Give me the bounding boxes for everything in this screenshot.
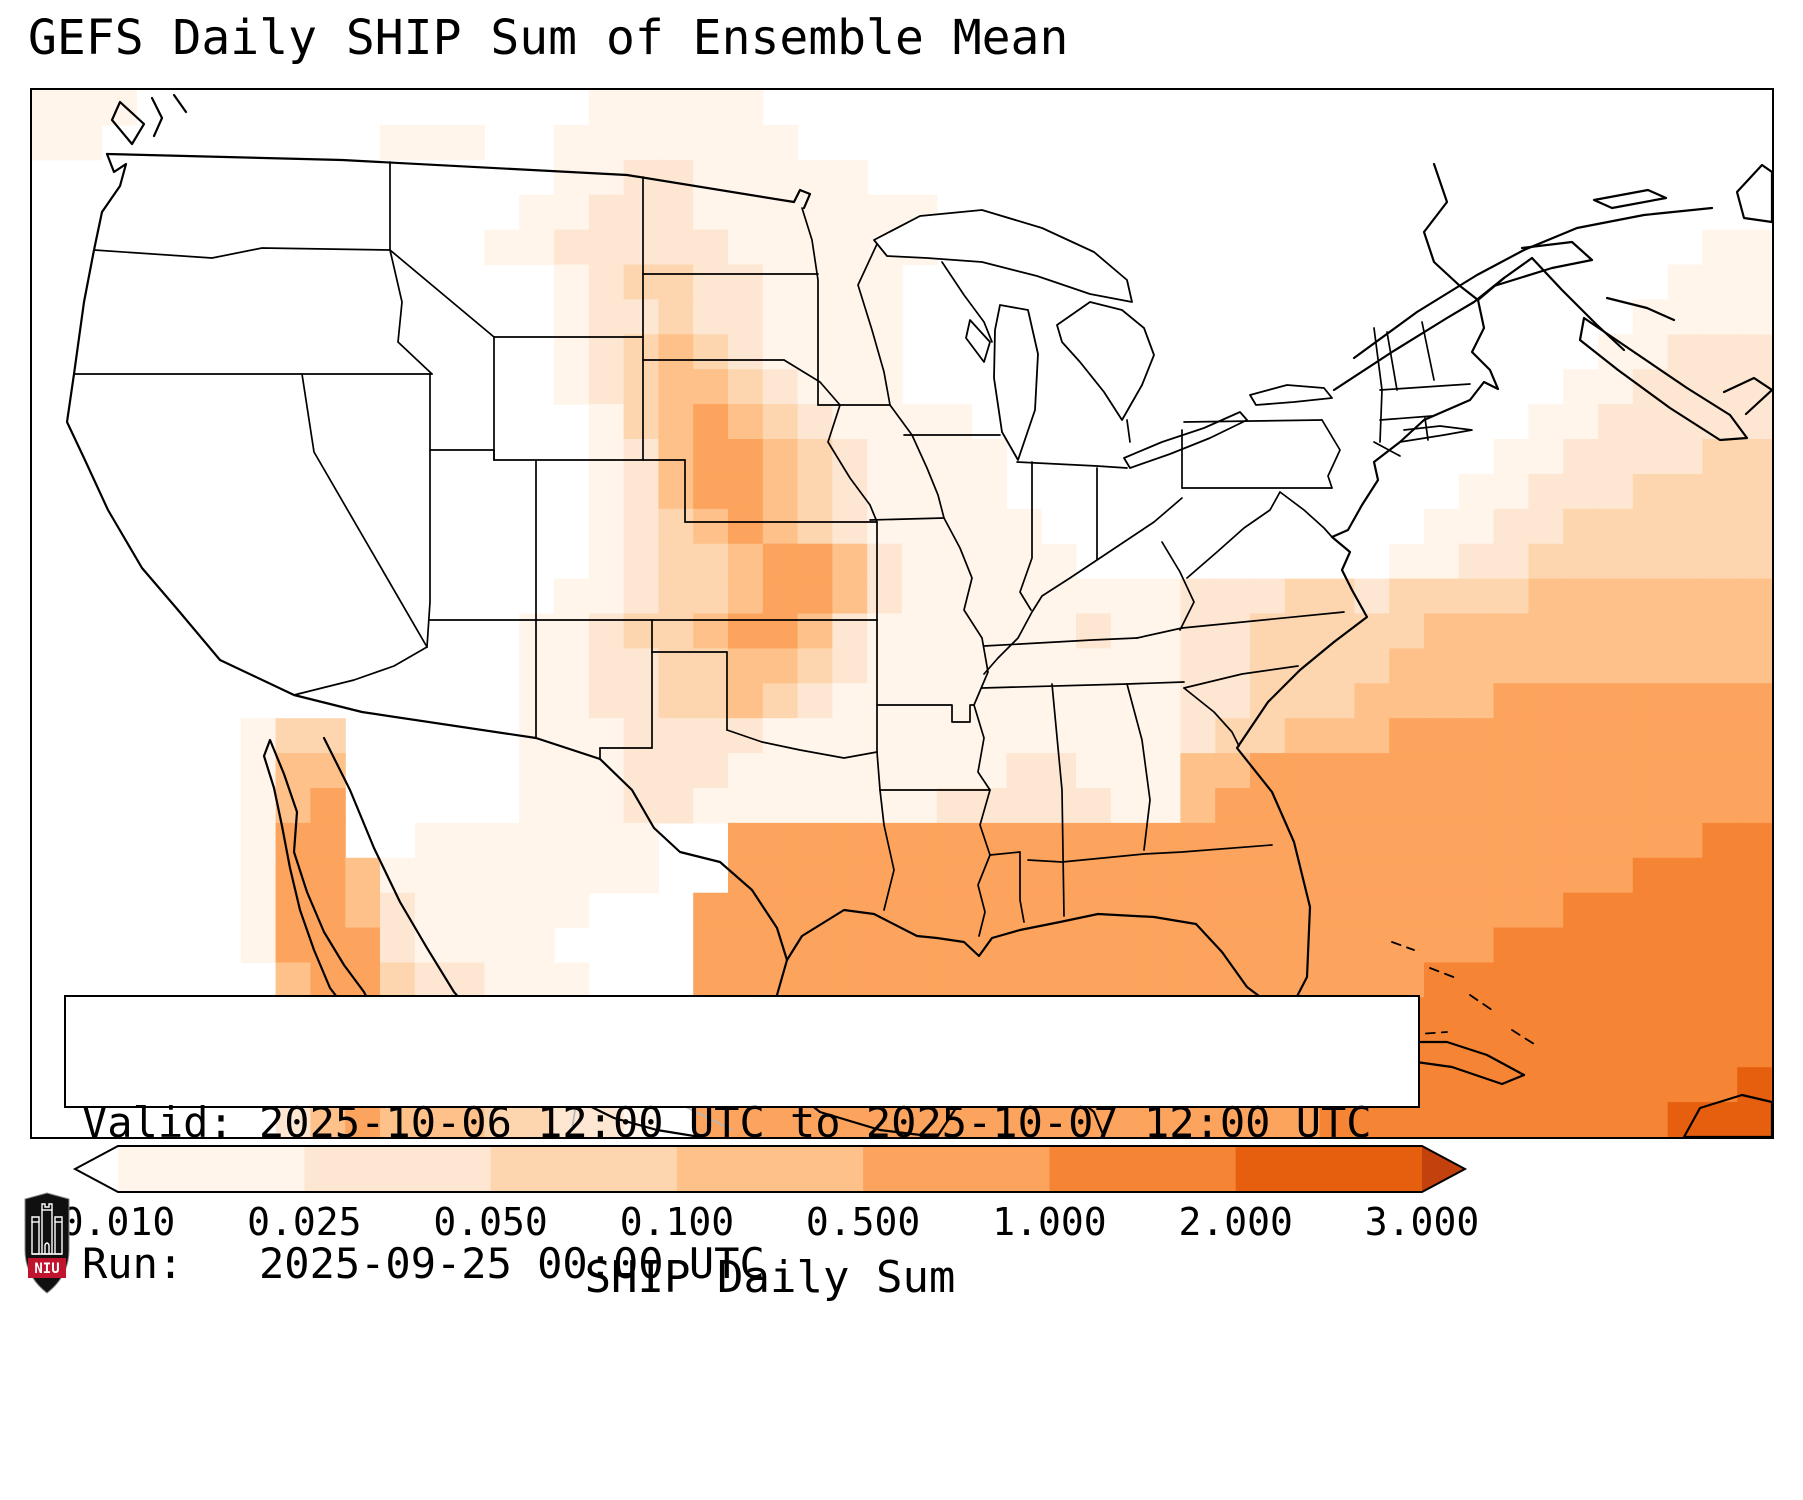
us-map (32, 90, 1772, 1137)
colorbar-ticks: 0.010 0.025 0.050 0.100 0.500 1.000 2.000 3.000 (61, 1200, 1479, 1246)
colorbar-under-arrow (75, 1146, 118, 1192)
niu-band (28, 1258, 66, 1278)
colorbar-segment (118, 1146, 305, 1192)
colorbar-segment (490, 1146, 678, 1192)
heatmap-cells (32, 90, 1772, 1137)
map-panel: Valid: 2025-10-06 12:00 UTC to 2025-10-0… (30, 88, 1774, 1287)
colorbar (72, 1145, 1468, 1193)
castle-icon (31, 1203, 63, 1255)
colorbar-segment (863, 1146, 1050, 1192)
niu-logo: NIU (24, 1192, 70, 1294)
valid-time-text: Valid: 2025-10-06 12:00 UTC to 2025-10-0… (82, 1098, 1372, 1147)
colorbar-segment (304, 1146, 492, 1192)
colorbar-tick: 0.050 (433, 1200, 548, 1244)
colorbar-segment (676, 1146, 864, 1192)
colorbar-tick: 3.000 (1364, 1200, 1480, 1244)
colorbar-segment (1235, 1146, 1423, 1192)
colorbar-tick: 0.500 (805, 1200, 921, 1244)
colorbar-over-arrow (1422, 1146, 1465, 1192)
colorbar-outline (72, 1145, 1468, 1193)
colorbar-segment (1049, 1146, 1237, 1192)
niu-logo-text: NIU (34, 1261, 59, 1277)
colorbar-tick: 2.000 (1178, 1200, 1293, 1244)
colorbar-tick: 0.010 (60, 1200, 176, 1244)
validity-annotation: Valid: 2025-10-06 12:00 UTC to 2025-10-0… (64, 995, 1420, 1287)
colorbar-tick: 0.100 (619, 1200, 735, 1244)
colorbar-tick: 1.000 (992, 1200, 1107, 1244)
chart-title: GEFS Daily SHIP Sum of Ensemble Mean (28, 10, 1069, 66)
colorbar-label: SHIP Daily Sum (584, 1252, 956, 1303)
colorbar-tick: 0.025 (247, 1200, 362, 1244)
run-time-text: Run: 2025-09-25 00:00 UTC (82, 1239, 765, 1288)
